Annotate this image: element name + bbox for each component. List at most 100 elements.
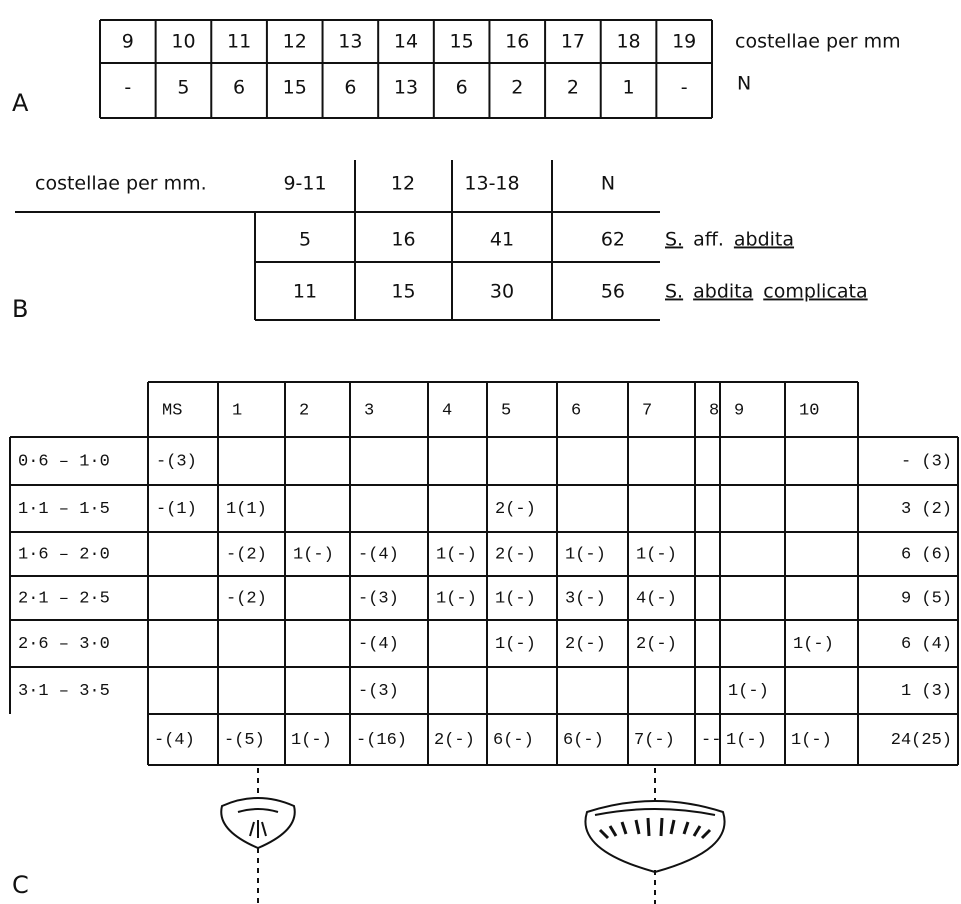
cell: 10 [171, 31, 195, 53]
cell: -(3) [358, 589, 399, 608]
column-total: -- [701, 731, 721, 750]
header-cell: 8 [709, 401, 719, 420]
cell: 9 [122, 31, 134, 53]
cell: -(1) [156, 500, 197, 519]
cell: 2(-) [495, 545, 536, 564]
cell: 3(-) [565, 589, 606, 608]
cell: 1(-) [565, 545, 606, 564]
cell: 2 [567, 77, 579, 99]
cell: 56 [601, 281, 625, 303]
cell: 30 [490, 281, 514, 303]
cell: -(2) [226, 589, 267, 608]
cell: 15 [391, 281, 415, 303]
row-total: 6 (4) [901, 635, 952, 654]
cell: 1(-) [728, 682, 769, 701]
row-label: 3·1 – 3·5 [18, 682, 110, 701]
cell: 11 [227, 31, 251, 53]
cell: 1(-) [436, 545, 477, 564]
row-total: - (3) [901, 452, 952, 471]
row-total: 1 (3) [901, 682, 952, 701]
cell: - [681, 77, 688, 99]
cell: 2(-) [565, 635, 606, 654]
header-cell: 7 [642, 401, 652, 420]
cell: 17 [561, 31, 585, 53]
header-cell: 9 [734, 401, 744, 420]
row-label: 1·6 – 2·0 [18, 545, 110, 564]
cell: 1(-) [436, 589, 477, 608]
cell: 1(-) [293, 545, 334, 564]
shell-drawings [220, 768, 726, 904]
cell: 1(-) [793, 635, 834, 654]
cell: 16 [391, 229, 415, 251]
header-cell: 3 [364, 401, 374, 420]
column-total: -(4) [154, 731, 195, 750]
cell: 13 [394, 77, 418, 99]
header-cell: 12 [391, 173, 415, 195]
panel-label: B [12, 295, 28, 323]
cell: 15 [450, 31, 474, 53]
cell: 1(1) [226, 500, 267, 519]
cell: 6 [344, 77, 356, 99]
species-name: aff. [693, 229, 724, 251]
cell: 1 [622, 77, 634, 99]
cell: 62 [601, 229, 625, 251]
row-total: 3 (2) [901, 500, 952, 519]
column-total: 2(-) [434, 731, 475, 750]
header-cell: 13-18 [464, 173, 519, 195]
cell: 19 [672, 31, 696, 53]
species-name: S. [665, 229, 683, 251]
header-cell: 10 [799, 401, 819, 420]
header-cell: MS [162, 401, 182, 420]
header-cell: 1 [232, 401, 242, 420]
cell: 2(-) [636, 635, 677, 654]
row-label: 2·6 – 3·0 [18, 635, 110, 654]
panel-label: A [12, 89, 29, 117]
cell: 1(-) [636, 545, 677, 564]
cell: 2(-) [495, 500, 536, 519]
cell: 16 [505, 31, 529, 53]
cell: -(4) [358, 635, 399, 654]
cell: 6 [456, 77, 468, 99]
cell: - [124, 77, 131, 99]
cell: 1(-) [495, 589, 536, 608]
column-total: 1(-) [291, 731, 332, 750]
cell: 6 [233, 77, 245, 99]
cell: 12 [283, 31, 307, 53]
cell: 18 [616, 31, 640, 53]
species-name: complicata [763, 281, 867, 303]
species-name: abdita [693, 281, 753, 303]
header-cell: 6 [571, 401, 581, 420]
row-label: 2·1 – 2·5 [18, 589, 110, 608]
panel-label: C [12, 871, 29, 899]
species-name: abdita [734, 229, 794, 251]
column-total: 6(-) [493, 731, 534, 750]
row-label: costellae per mm [735, 31, 901, 53]
row-total: 6 (6) [901, 545, 952, 564]
row-label: N [737, 73, 751, 95]
cell: 15 [283, 77, 307, 99]
cell: -(2) [226, 545, 267, 564]
header-cell: N [601, 173, 615, 195]
column-total: 6(-) [563, 731, 604, 750]
column-total: -(5) [224, 731, 265, 750]
header-cell: 4 [442, 401, 452, 420]
cell: 5 [299, 229, 311, 251]
column-total: -(16) [356, 731, 407, 750]
cell: 1(-) [495, 635, 536, 654]
row-label: 1·1 – 1·5 [18, 500, 110, 519]
cell: 11 [293, 281, 317, 303]
cell: -(4) [358, 545, 399, 564]
header-cell: 9-11 [283, 173, 326, 195]
header-cell: 5 [501, 401, 511, 420]
header-cell: costellae per mm. [35, 173, 207, 195]
cell: 41 [490, 229, 514, 251]
cell: 13 [338, 31, 362, 53]
cell: 2 [511, 77, 523, 99]
cell: -(3) [156, 452, 197, 471]
cell: -(3) [358, 682, 399, 701]
species-name: S. [665, 281, 683, 303]
cell: 14 [394, 31, 418, 53]
row-label: 0·6 – 1·0 [18, 452, 110, 471]
row-total: 9 (5) [901, 589, 952, 608]
